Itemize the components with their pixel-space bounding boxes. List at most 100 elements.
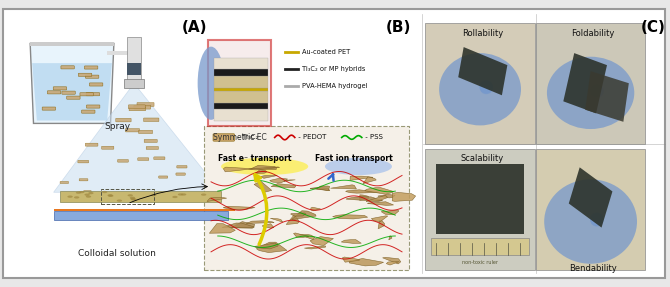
Ellipse shape	[480, 80, 492, 92]
Polygon shape	[299, 234, 315, 240]
Bar	[127, 37, 141, 80]
Text: - PSS: - PSS	[363, 135, 383, 140]
FancyBboxPatch shape	[144, 139, 157, 142]
FancyBboxPatch shape	[53, 87, 66, 90]
Polygon shape	[271, 184, 295, 188]
Polygon shape	[251, 165, 277, 170]
Bar	[536, 23, 645, 144]
FancyBboxPatch shape	[143, 118, 159, 122]
Circle shape	[172, 196, 178, 198]
Ellipse shape	[480, 82, 493, 94]
Polygon shape	[283, 180, 295, 181]
FancyBboxPatch shape	[48, 91, 61, 94]
Polygon shape	[341, 240, 361, 243]
FancyBboxPatch shape	[86, 105, 100, 108]
Polygon shape	[350, 176, 373, 180]
Circle shape	[130, 198, 135, 200]
Circle shape	[108, 195, 113, 197]
FancyBboxPatch shape	[116, 118, 131, 122]
Polygon shape	[291, 213, 306, 216]
Text: - Ti₃C₂: - Ti₃C₂	[235, 135, 259, 140]
Polygon shape	[392, 193, 415, 201]
FancyBboxPatch shape	[102, 146, 114, 149]
Bar	[208, 40, 271, 126]
Polygon shape	[270, 218, 283, 222]
Polygon shape	[209, 224, 235, 233]
Polygon shape	[30, 43, 114, 123]
Text: (C): (C)	[641, 20, 666, 35]
Polygon shape	[255, 170, 267, 173]
Polygon shape	[360, 195, 369, 200]
FancyBboxPatch shape	[154, 157, 165, 160]
Polygon shape	[310, 236, 334, 245]
Polygon shape	[223, 167, 253, 172]
Bar	[214, 91, 268, 103]
Ellipse shape	[590, 214, 604, 226]
Text: Foldability: Foldability	[572, 29, 614, 38]
Polygon shape	[223, 206, 255, 210]
Text: Colloidal solution: Colloidal solution	[78, 249, 156, 259]
Text: PVA-HEMA hydrogel: PVA-HEMA hydrogel	[302, 83, 367, 89]
Ellipse shape	[590, 214, 604, 226]
Ellipse shape	[221, 158, 308, 175]
Text: Au-coated PET: Au-coated PET	[302, 49, 350, 55]
Polygon shape	[367, 202, 393, 205]
Bar	[214, 103, 268, 109]
FancyBboxPatch shape	[84, 66, 98, 69]
Ellipse shape	[544, 179, 637, 264]
FancyBboxPatch shape	[125, 129, 139, 132]
FancyBboxPatch shape	[129, 105, 145, 109]
FancyBboxPatch shape	[67, 96, 80, 99]
FancyBboxPatch shape	[176, 173, 186, 175]
FancyBboxPatch shape	[137, 102, 154, 106]
FancyBboxPatch shape	[61, 66, 74, 69]
Bar	[214, 58, 268, 69]
Polygon shape	[378, 194, 395, 198]
Ellipse shape	[590, 85, 604, 97]
Polygon shape	[263, 224, 274, 228]
Text: Spray: Spray	[105, 122, 130, 131]
Circle shape	[117, 199, 122, 202]
Circle shape	[79, 191, 84, 193]
Text: Symmetric EC: Symmetric EC	[212, 133, 267, 142]
Circle shape	[76, 191, 81, 194]
Polygon shape	[381, 210, 399, 215]
Polygon shape	[310, 187, 330, 191]
Text: Ti₃C₂ or MP hybrids: Ti₃C₂ or MP hybrids	[302, 66, 365, 72]
FancyBboxPatch shape	[80, 93, 93, 96]
FancyBboxPatch shape	[213, 134, 234, 141]
Bar	[54, 209, 234, 211]
Polygon shape	[458, 47, 507, 95]
Polygon shape	[389, 236, 392, 240]
Bar	[436, 164, 524, 234]
Polygon shape	[364, 187, 393, 194]
Polygon shape	[246, 221, 274, 224]
Polygon shape	[293, 233, 309, 237]
Bar	[431, 238, 529, 255]
Polygon shape	[563, 53, 607, 113]
Bar	[214, 69, 268, 76]
Polygon shape	[261, 175, 277, 178]
Polygon shape	[255, 243, 278, 249]
Text: Scalability: Scalability	[461, 154, 504, 162]
Text: Rollability: Rollability	[462, 29, 503, 38]
Ellipse shape	[590, 84, 604, 96]
Polygon shape	[349, 259, 384, 266]
Polygon shape	[304, 246, 326, 249]
Polygon shape	[330, 185, 356, 189]
Bar	[214, 109, 268, 121]
FancyBboxPatch shape	[85, 143, 98, 146]
Ellipse shape	[590, 212, 603, 224]
Polygon shape	[346, 190, 380, 193]
Circle shape	[107, 194, 113, 197]
Polygon shape	[371, 216, 388, 222]
Bar	[100, 189, 154, 204]
Circle shape	[88, 192, 94, 194]
Polygon shape	[54, 83, 221, 192]
Polygon shape	[291, 211, 316, 220]
FancyBboxPatch shape	[60, 181, 68, 183]
Circle shape	[178, 193, 183, 196]
Text: - PEDOT: - PEDOT	[296, 135, 326, 140]
Polygon shape	[366, 195, 387, 201]
FancyBboxPatch shape	[82, 110, 95, 113]
